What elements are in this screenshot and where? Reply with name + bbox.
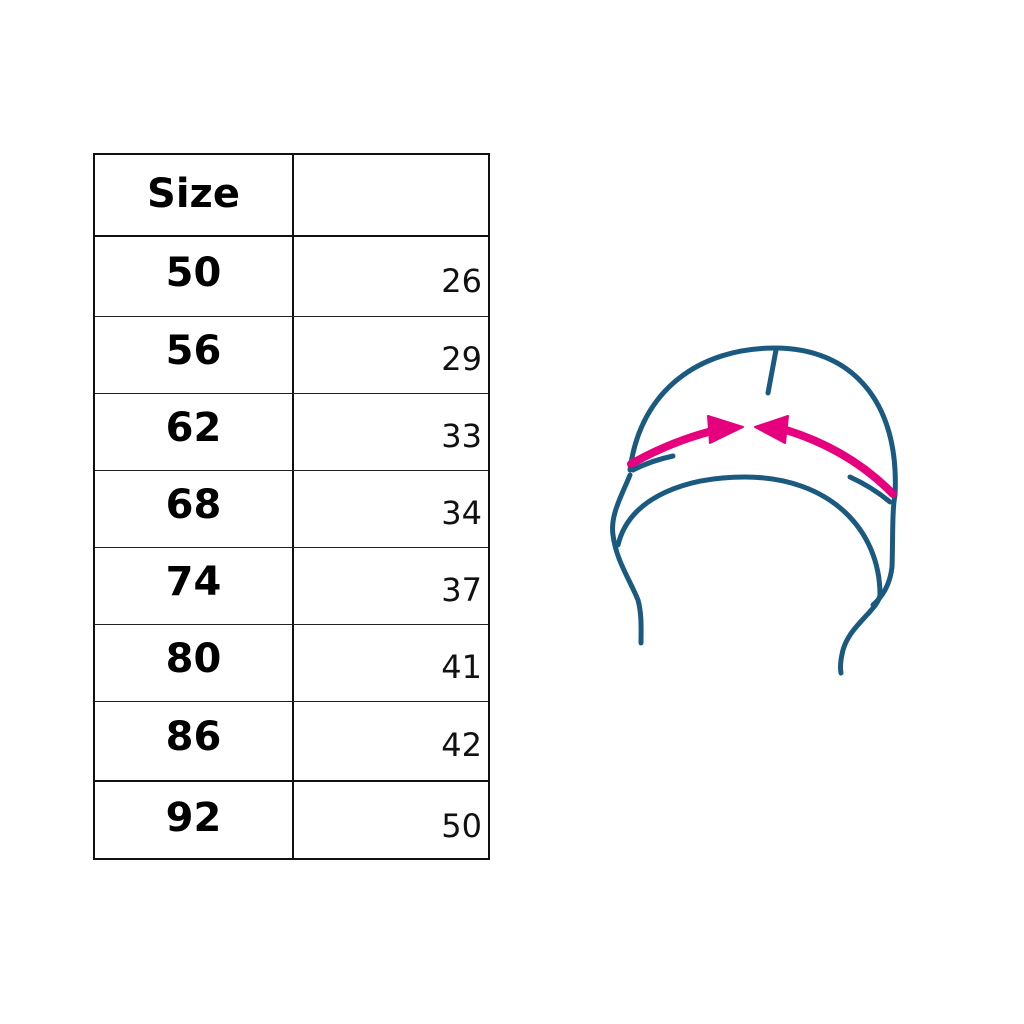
value-cell: 29	[441, 339, 482, 378]
size-cell: 74	[165, 558, 222, 605]
size-cell: 80	[165, 635, 222, 682]
measure-arrows	[627, 415, 897, 498]
arrowhead-right	[754, 415, 789, 444]
hat-brim-outer-left	[610, 472, 644, 646]
table-row: 92 50	[95, 780, 488, 863]
hat-brim-inner	[615, 474, 883, 676]
value-cell: 26	[441, 261, 482, 300]
value-cell: 50	[441, 806, 482, 845]
hat-band-line-right	[847, 474, 893, 505]
measure-arrow-left	[627, 427, 716, 468]
table-row: 68 34	[95, 470, 488, 548]
table-row: 74 37	[95, 547, 488, 625]
table-row: 50 26	[95, 235, 488, 318]
table-row: 86 42	[95, 701, 488, 781]
size-cell: 68	[165, 481, 222, 528]
table-header: Size	[95, 155, 488, 235]
value-cell: 37	[441, 570, 482, 609]
size-cell: 92	[165, 794, 222, 841]
value-cell: 42	[441, 725, 482, 764]
size-cell: 50	[165, 249, 222, 296]
hat-seam	[765, 347, 779, 396]
value-cell: 33	[441, 416, 482, 455]
column-divider	[292, 155, 294, 858]
measure-arrow-right	[782, 426, 897, 498]
table-row: 56 29	[95, 316, 488, 394]
size-cell: 62	[165, 404, 222, 451]
size-cell: 86	[165, 713, 222, 760]
table-row: 62 33	[95, 393, 488, 471]
hat-dome	[627, 345, 898, 498]
size-cell: 56	[165, 327, 222, 374]
size-header: Size	[147, 171, 240, 217]
arrowhead-left	[707, 415, 744, 444]
hat-brim-outer-right	[870, 492, 898, 608]
size-table: Size 50 26 56 29 62 33 68 34 74 37 80 41 86 42 92 50	[93, 153, 490, 860]
hat-band-line-left	[630, 453, 676, 473]
value-cell: 34	[441, 493, 482, 532]
table-row: 80 41	[95, 624, 488, 702]
value-cell: 41	[441, 647, 482, 686]
